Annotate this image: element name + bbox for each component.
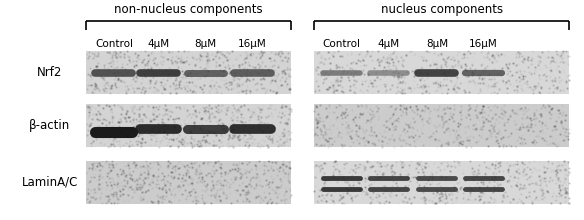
Bar xyxy=(86,161,291,204)
Text: 8μM: 8μM xyxy=(426,39,448,49)
Bar xyxy=(314,104,569,147)
Bar xyxy=(86,51,291,94)
Text: Control: Control xyxy=(322,39,361,49)
Bar xyxy=(314,51,569,94)
Text: non-nucleus components: non-nucleus components xyxy=(114,3,263,16)
Text: β-actin: β-actin xyxy=(29,119,70,132)
Text: nucleus components: nucleus components xyxy=(381,3,503,16)
Text: 4μM: 4μM xyxy=(377,39,399,49)
Bar xyxy=(86,104,291,147)
Text: 8μM: 8μM xyxy=(194,39,217,49)
Text: Nrf2: Nrf2 xyxy=(37,66,62,79)
Text: LaminA/C: LaminA/C xyxy=(22,176,78,189)
Text: Control: Control xyxy=(95,39,133,49)
Bar xyxy=(314,161,569,204)
Text: 16μM: 16μM xyxy=(238,39,267,49)
Text: 4μM: 4μM xyxy=(148,39,170,49)
Text: 16μM: 16μM xyxy=(469,39,498,49)
